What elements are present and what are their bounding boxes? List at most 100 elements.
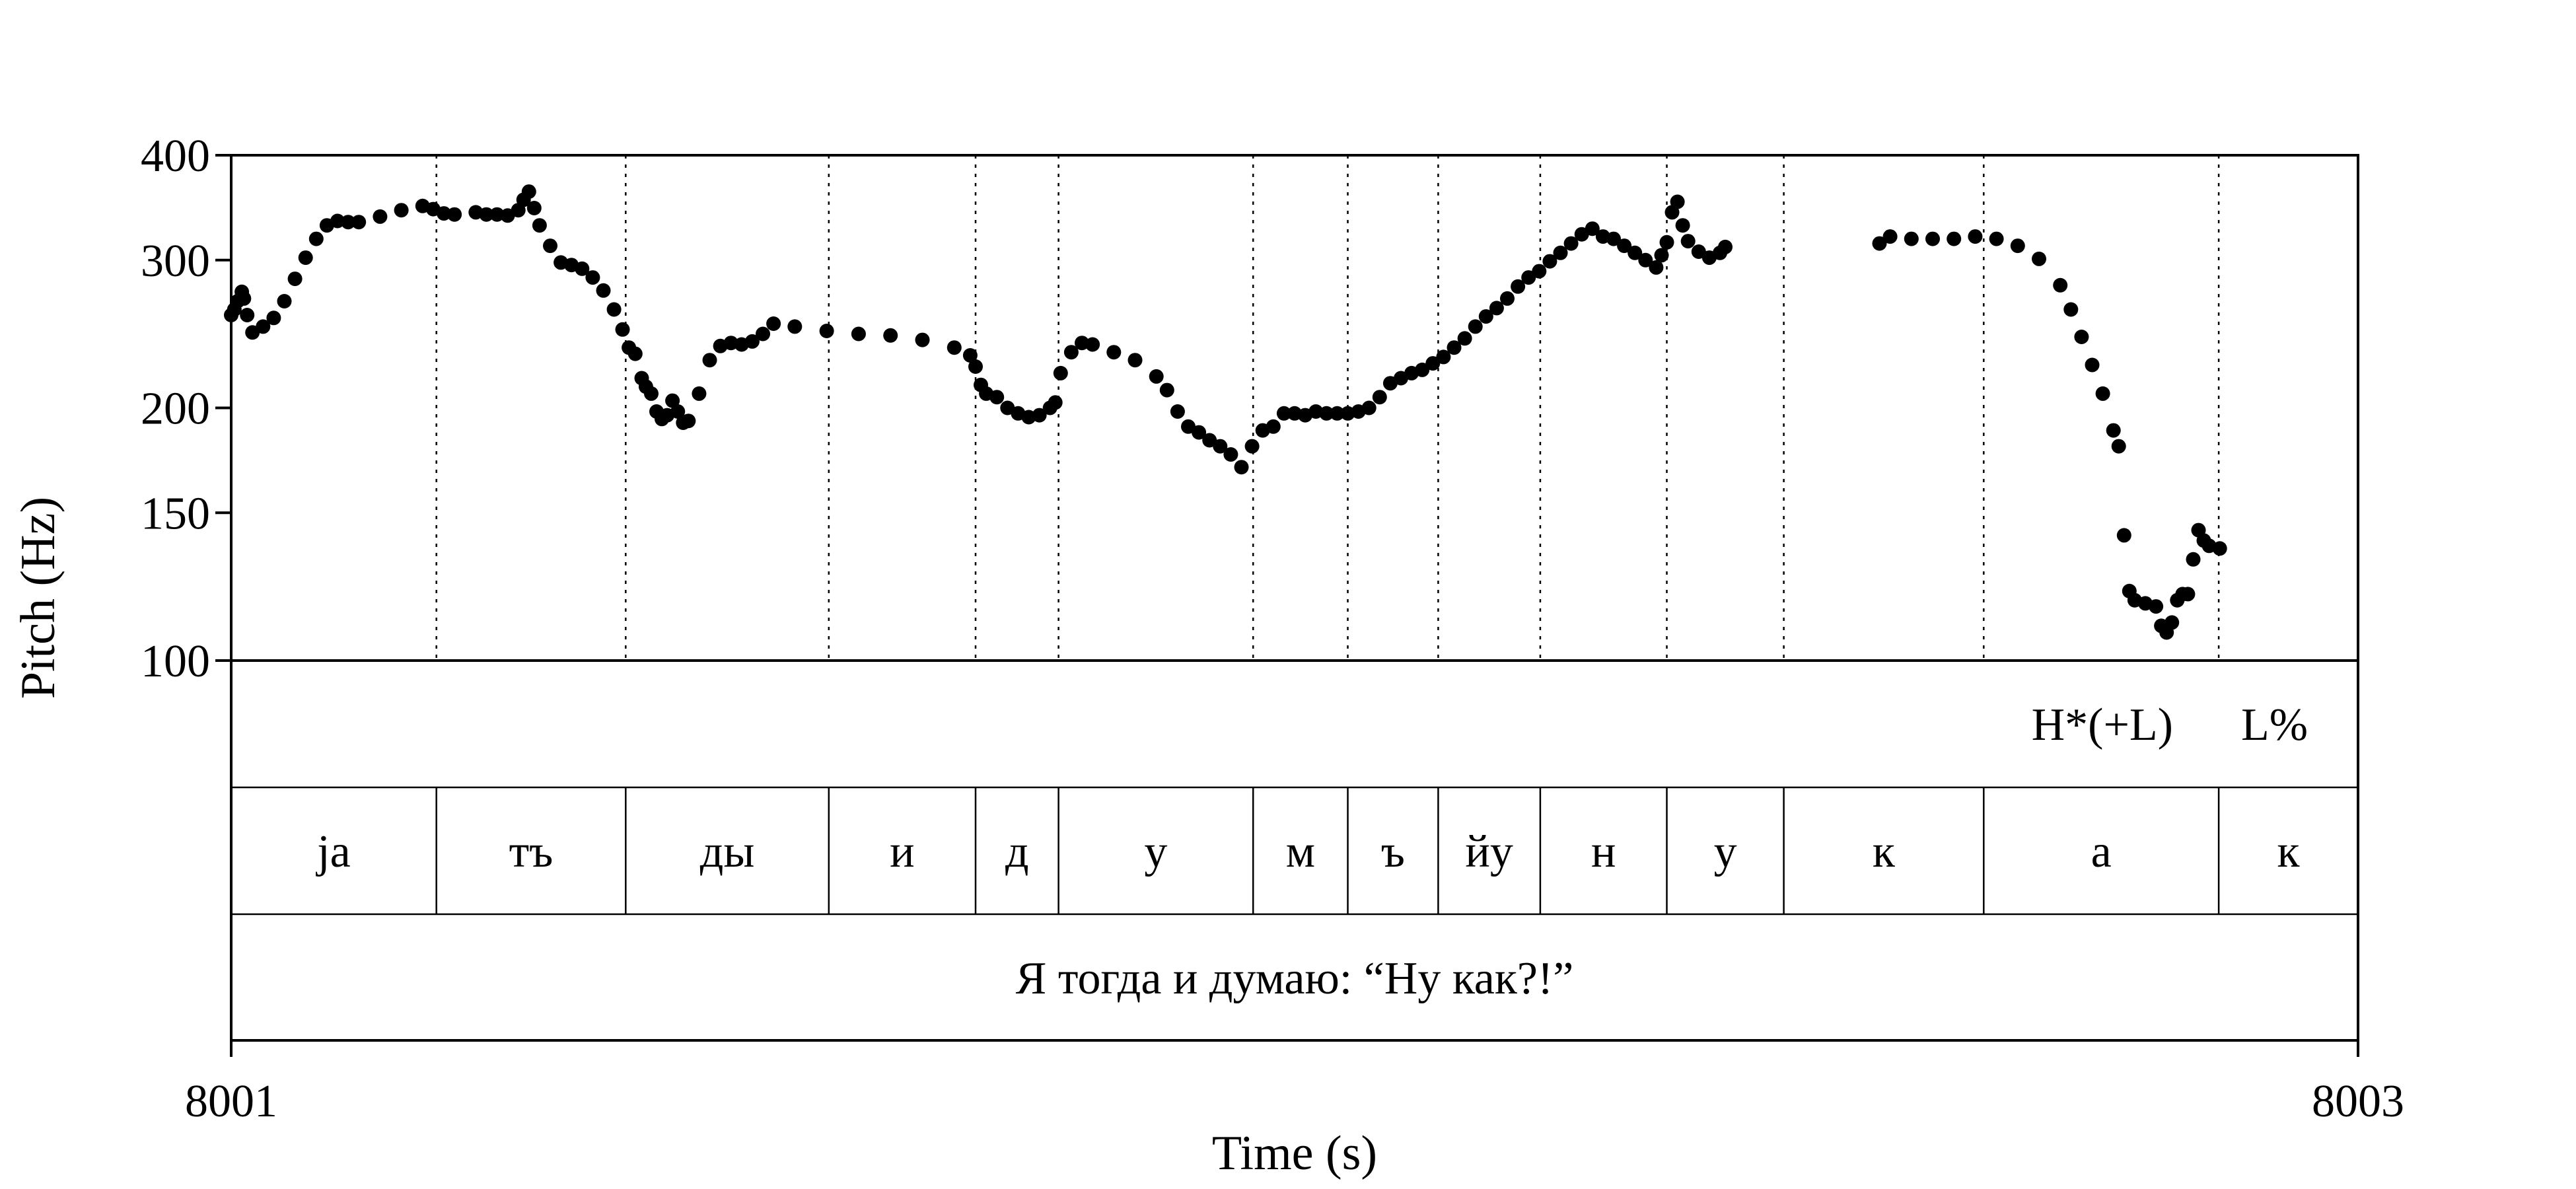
pitch-point xyxy=(1904,231,1919,246)
pitch-point xyxy=(1244,439,1260,454)
pitch-point xyxy=(1989,231,2004,246)
pitch-point xyxy=(2032,251,2046,266)
pitch-point xyxy=(1457,331,1472,346)
segment-label: м xyxy=(1286,826,1315,877)
pitch-point xyxy=(1425,356,1441,371)
pitch-point xyxy=(2180,587,2196,602)
pitch-point xyxy=(240,308,255,322)
pitch-point xyxy=(883,328,898,343)
pitch-point xyxy=(1468,319,1483,334)
pitch-point xyxy=(287,271,303,287)
pitch-point xyxy=(2053,277,2068,293)
pitch-point xyxy=(1882,229,1898,244)
pitch-point xyxy=(394,203,409,218)
pitch-point xyxy=(670,404,686,419)
pitch-point xyxy=(1628,245,1643,260)
pitch-point xyxy=(2063,302,2079,317)
pitch-point xyxy=(1585,221,1600,236)
pitch-point xyxy=(962,348,978,363)
pitch-point xyxy=(756,326,770,342)
pitch-point xyxy=(1511,279,1526,294)
pitch-point xyxy=(744,334,760,349)
pitch-point xyxy=(2074,330,2089,344)
pitch-point xyxy=(1447,340,1462,355)
tone-label: L% xyxy=(2241,700,2308,750)
pitch-point xyxy=(1606,231,1621,246)
pitch-point xyxy=(1617,238,1632,254)
pitch-point xyxy=(702,353,717,368)
pitch-point xyxy=(1319,406,1334,421)
pitch-point xyxy=(2149,599,2164,614)
pitch-point xyxy=(1670,194,1685,209)
segment-label: тъ xyxy=(509,826,554,877)
pitch-point xyxy=(2165,615,2180,630)
pitch-point xyxy=(1638,252,1653,268)
y-tick-label: 200 xyxy=(141,384,210,435)
pitch-point xyxy=(1223,447,1238,462)
pitch-point xyxy=(521,184,536,199)
pitch-point xyxy=(1553,245,1568,260)
pitch-point xyxy=(277,294,292,308)
pitch-point xyxy=(1075,336,1089,351)
pitch-point xyxy=(2116,528,2131,543)
pitch-point xyxy=(1680,234,1696,249)
pitch-point xyxy=(1159,382,1174,398)
pitch-point xyxy=(489,207,505,222)
pitch-point xyxy=(341,215,356,230)
pitch-point xyxy=(1500,291,1515,306)
pitch-point xyxy=(681,414,696,429)
pitch-point xyxy=(1968,229,1983,244)
pitch-point xyxy=(236,291,252,306)
y-tick-label: 100 xyxy=(141,636,210,687)
pitch-point xyxy=(447,207,462,222)
y-tick-label: 300 xyxy=(141,236,210,287)
pitch-point xyxy=(1213,439,1228,454)
pitch-point xyxy=(245,325,260,340)
segment-label: н xyxy=(1591,826,1616,877)
pitch-point xyxy=(665,393,680,408)
panel-frames xyxy=(230,154,2359,1042)
tier-panel-frame xyxy=(230,659,2359,1042)
pitch-point xyxy=(596,283,611,298)
segment-label: к xyxy=(1873,826,1896,877)
segment-label: йу xyxy=(1465,826,1513,877)
pitch-point xyxy=(1659,234,1674,250)
segment-label: к xyxy=(2277,826,2300,877)
pitch-point xyxy=(644,386,659,401)
pitch-point xyxy=(723,336,738,351)
pitch-point xyxy=(1925,231,1940,246)
segment-label: а xyxy=(2091,826,2112,877)
pitch-point xyxy=(266,310,281,326)
pitch-point xyxy=(298,250,313,266)
pitch-point xyxy=(1478,309,1493,324)
y-axis-title: Pitch (Hz) xyxy=(11,497,65,699)
pitch-point xyxy=(1532,264,1547,279)
pitch-point xyxy=(947,340,962,355)
pitch-point xyxy=(526,201,542,215)
pitch-point xyxy=(1361,400,1377,415)
axis-ticks: 100 150 200 300 400 8001 8003 xyxy=(141,131,2404,1127)
pitch-point xyxy=(575,261,590,276)
pitch-point xyxy=(1947,231,1962,246)
pitch-point xyxy=(437,206,451,221)
pitch-point xyxy=(1106,345,1122,360)
pitch-point xyxy=(1234,460,1249,475)
pitch-point xyxy=(2010,238,2025,254)
pitch-point xyxy=(479,207,494,222)
segment-label: у xyxy=(1714,826,1737,877)
pitch-point xyxy=(2212,541,2227,556)
segment-label: и xyxy=(890,826,914,877)
pitch-point xyxy=(2186,552,2201,567)
pitch-point xyxy=(606,302,622,317)
pitch-point xyxy=(1675,218,1690,233)
segment-label: ja xyxy=(315,826,351,877)
tier-labels: H*(+L) L% ja тъ ды и д у м ъ йу н у к а к Я тогда и дума… xyxy=(315,700,2308,1004)
pitch-point xyxy=(532,218,547,233)
pitch-point xyxy=(373,209,388,224)
pitch-point xyxy=(2106,423,2121,438)
pitch-point xyxy=(1032,408,1047,423)
pitch-point xyxy=(1372,390,1387,405)
pitch-point xyxy=(585,270,600,285)
pitch-point xyxy=(1170,404,1185,419)
pitch-point xyxy=(1149,369,1164,384)
